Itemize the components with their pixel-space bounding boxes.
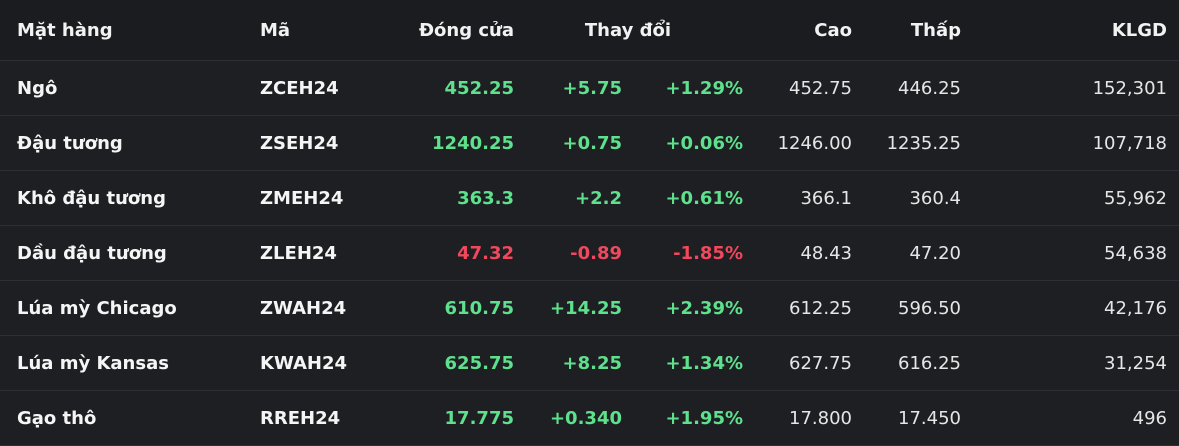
high: 48.43 [800,243,852,264]
low: 47.20 [909,243,961,264]
data-row: Ngô ZCEH24 452.25 +5.75 +1.29% 452.75 446.25 15… [0,61,1179,116]
header-row: Mặt hàng Mã Đóng cửa Thay đổi Cao Thấp KLGD [0,0,1179,61]
change-percent: +1.95% [665,408,743,429]
close-price: 17.775 [444,408,514,429]
close-price: 47.32 [457,243,514,264]
symbol: RREH24 [260,408,341,429]
symbol: ZSEH24 [260,133,339,154]
close-price: 1240.25 [432,133,514,154]
volume: 31,254 [1104,353,1167,374]
data-row: Đậu tương ZSEH24 1240.25 +0.75 +0.06% 1246.00… [0,116,1179,171]
low: 17.450 [898,408,961,429]
change: +0.340 [549,408,622,429]
header-cell: Cao [814,20,852,41]
commodity-name: Lúa mỳ Chicago [17,298,177,319]
change: +8.25 [562,353,623,374]
change: -0.89 [570,243,622,264]
high: 366.1 [800,188,852,209]
volume: 496 [1132,408,1167,429]
volume: 42,176 [1104,298,1167,319]
close-price: 625.75 [444,353,514,374]
data-row: Khô đậu tương ZMEH24 363.3 +2.2 +0.61% 366.1 3… [0,171,1179,226]
change: +14.25 [549,298,622,319]
high: 1246.00 [777,133,852,154]
data-row: Gạo thô RREH24 17.775 +0.340 +1.95% 17.800 17.… [0,391,1179,446]
change: +0.75 [562,133,623,154]
data-row: Lúa mỳ Kansas KWAH24 625.75 +8.25 +1.34% 627.… [0,336,1179,391]
header-cell: Mặt hàng [17,20,113,41]
high: 627.75 [789,353,852,374]
volume: 107,718 [1092,133,1167,154]
high: 17.800 [789,408,852,429]
data-row: Dầu đậu tương ZLEH24 47.32 -0.89 -1.85% 48.43… [0,226,1179,281]
low: 616.25 [898,353,961,374]
low: 1235.25 [886,133,961,154]
symbol: ZLEH24 [260,243,337,264]
volume: 54,638 [1104,243,1167,264]
close-price: 452.25 [444,78,514,99]
low: 446.25 [898,78,961,99]
commodity-name: Ngô [17,78,58,99]
volume: 55,962 [1104,188,1167,209]
change-percent: +1.34% [665,353,743,374]
data-row: Lúa mỳ Chicago ZWAH24 610.75 +14.25 +2.39% 61… [0,281,1179,336]
commodity-name: Lúa mỳ Kansas [17,353,169,374]
header-cell: KLGD [1111,20,1167,41]
header-cell: Đóng cửa [418,20,514,41]
header-cell: Thay đổi [584,20,671,41]
close-price: 610.75 [444,298,514,319]
symbol: ZCEH24 [260,78,339,99]
low: 360.4 [909,188,961,209]
symbol: ZWAH24 [260,298,347,319]
high: 452.75 [789,78,852,99]
symbol: KWAH24 [260,353,348,374]
change-percent: +1.29% [665,78,743,99]
commodity-name: Đậu tương [17,133,123,154]
low: 596.50 [898,298,961,319]
commodity-name: Dầu đậu tương [17,243,167,264]
change: +2.2 [575,188,622,209]
high: 612.25 [789,298,852,319]
change-percent: +0.06% [665,133,743,154]
commodity-name: Gạo thô [17,408,97,429]
change-percent: +0.61% [665,188,743,209]
volume: 152,301 [1092,78,1167,99]
header-cell: Thấp [910,20,961,41]
symbol: ZMEH24 [260,188,344,209]
header-cell: Mã [260,20,291,41]
change: +5.75 [562,78,623,99]
change-percent: -1.85% [673,243,743,264]
commodity-name: Khô đậu tương [17,188,166,209]
change-percent: +2.39% [665,298,743,319]
close-price: 363.3 [457,188,514,209]
